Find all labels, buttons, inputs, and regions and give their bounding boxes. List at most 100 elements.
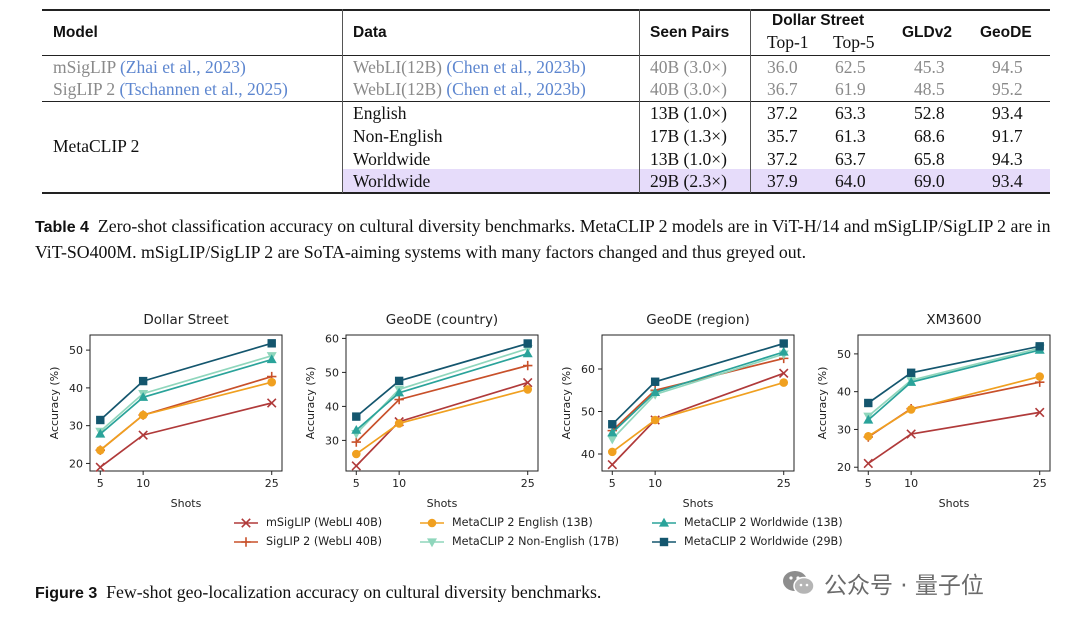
cell-top5: 62.5 (835, 57, 866, 77)
series-worldwide13 (351, 348, 533, 434)
series-msiglip (351, 377, 533, 471)
data-point (906, 405, 916, 414)
table-caption-text: Zero-shot classification accuracy on cul… (35, 216, 1051, 262)
legend-label: mSigLIP (WebLI 40B) (266, 516, 383, 529)
header-data: Data (353, 24, 387, 41)
data-point (863, 431, 873, 441)
chart-title: GeoDE (country) (386, 312, 498, 328)
cell-geode: 94.5 (992, 57, 1023, 77)
data-point (906, 377, 917, 386)
series-line (867, 347, 1040, 417)
data-point (650, 377, 660, 386)
watermark: 公众号 · 量子位 (782, 566, 984, 600)
highlighted-row-background (342, 169, 1050, 192)
x-axis-label: Shots (683, 497, 714, 510)
data-point (608, 420, 617, 429)
series-worldwide13 (863, 344, 1045, 424)
citation-link[interactable]: (Zhai et al., 2023) (119, 57, 246, 77)
figure-caption: Figure 3 Few-shot geo-localization accur… (35, 580, 601, 606)
cell-top1: 37.2 (767, 103, 798, 123)
header-seen-pairs: Seen Pairs (650, 24, 730, 41)
series-line (611, 353, 784, 440)
plot-frame (601, 334, 795, 472)
plot-frame (857, 334, 1051, 472)
citation-link[interactable]: (Tschannen et al., 2025) (119, 79, 288, 99)
data-point (863, 458, 874, 469)
cell-data: English (353, 103, 407, 123)
data-point (394, 419, 404, 428)
data-point (607, 459, 618, 470)
cell-data: Non-English (353, 126, 443, 146)
data-point (267, 339, 276, 348)
legend-marker-plus-icon (234, 536, 258, 547)
cell-top1: 36.7 (767, 79, 798, 99)
data-point (138, 430, 148, 440)
chart-title: XM3600 (926, 312, 981, 328)
legend-marker-square-icon (652, 537, 676, 546)
y-axis-label: Accuracy (%) (304, 367, 317, 440)
x-tick-label: 25 (521, 477, 535, 490)
y-tick-label: 50 (69, 344, 83, 357)
x-tick-label: 10 (392, 477, 406, 490)
header-top1: Top-1 (767, 32, 809, 52)
cell-geode: 94.3 (992, 149, 1023, 169)
y-tick-label: 20 (69, 457, 83, 470)
legend-item-siglip2: SigLIP 2 (WebLI 40B) (232, 535, 382, 548)
series-line (355, 388, 528, 455)
data-point (95, 445, 105, 455)
series-english (863, 372, 1045, 441)
legend-marker-triangle-up-icon (652, 517, 676, 527)
series-siglip2 (351, 360, 533, 447)
data-point (394, 394, 404, 405)
x-tick-label: 25 (777, 477, 791, 490)
cell-seen: 29B (2.3×) (650, 171, 727, 191)
data-point (138, 410, 148, 420)
x-tick-label: 5 (609, 477, 616, 490)
chart-geode-country: GeoDE (country) 30 40 50 60 5 10 25 Shots Accurac… (304, 312, 539, 510)
legend-item-worldwide29: MetaCLIP 2 Worldwide (29B) (650, 535, 843, 548)
cell-geode: 91.7 (992, 126, 1023, 146)
series-siglip2 (607, 353, 789, 436)
cell-top1: 36.0 (767, 57, 798, 77)
table-top-rule (42, 9, 1050, 11)
y-tick-label: 40 (69, 382, 83, 395)
y-tick-label: 30 (837, 423, 851, 436)
cell-gldv2: 68.6 (914, 126, 945, 146)
chart-title: GeoDE (region) (646, 312, 749, 328)
cell-seen: 40B (3.0×) (650, 57, 727, 77)
series-english (95, 377, 277, 455)
y-tick-label: 30 (325, 434, 339, 447)
data-point (351, 461, 362, 471)
legend-point (241, 517, 251, 528)
series-worldwide29 (352, 339, 532, 421)
x-tick-label: 5 (353, 477, 360, 490)
data-point (607, 427, 618, 437)
series-line (355, 364, 528, 443)
y-axis-label: Accuracy (%) (48, 367, 61, 440)
data-point (138, 392, 149, 401)
series-worldwide29 (608, 339, 788, 429)
x-axis-label: Shots (427, 497, 458, 510)
x-tick-label: 10 (904, 477, 918, 490)
cell-top5: 64.0 (835, 171, 866, 191)
legend-marker-x-icon (234, 517, 258, 528)
data-point (523, 385, 533, 394)
series-line (611, 381, 784, 453)
y-tick-label: 40 (325, 400, 339, 413)
legend-label: MetaCLIP 2 English (13B) (452, 516, 593, 529)
cell-seen: 17B (1.3×) (650, 126, 727, 146)
citation-link[interactable]: (Chen et al., 2023b) (446, 57, 586, 77)
data-point (351, 449, 361, 459)
table-group-rule (42, 101, 1050, 102)
series-msiglip (95, 398, 277, 472)
chart-xm3600: XM3600 20 30 40 50 5 10 25 Shots Accuracy (%) (816, 312, 1051, 510)
cell-gldv2: 69.0 (914, 171, 945, 191)
series-line (867, 381, 1040, 438)
row-msiglip-model: mSigLIP (Zhai et al., 2023) (53, 57, 246, 77)
legend-item-worldwide13: MetaCLIP 2 Worldwide (13B) (650, 516, 843, 529)
citation-link[interactable]: (Chen et al., 2023b) (446, 79, 586, 99)
table-header-rule (42, 55, 1050, 56)
legend-point (241, 536, 251, 547)
series-worldwide13 (607, 346, 789, 437)
legend-point (659, 537, 669, 546)
